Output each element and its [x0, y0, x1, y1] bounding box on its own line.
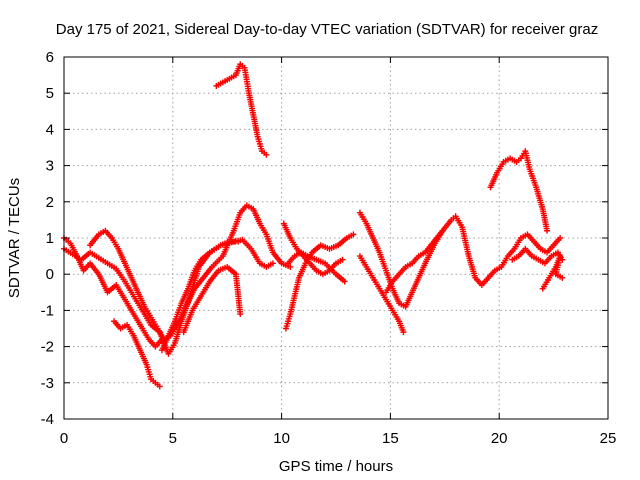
series-arc-6: [180, 263, 244, 336]
y-tick-label: -3: [41, 375, 54, 392]
y-tick-label: 6: [46, 49, 54, 66]
data-point: [557, 235, 564, 241]
y-tick-label: -4: [41, 411, 54, 428]
axis-ticks: 0 5 10 15 20 25 -4 -3 -2 -1 0 1 2 3 4 5 6: [41, 49, 617, 447]
data-point: [341, 278, 348, 285]
data-points: [61, 61, 566, 390]
x-tick-label: 5: [169, 430, 177, 447]
y-tick-label: 1: [46, 230, 54, 247]
data-point: [544, 227, 551, 234]
series-arc-7: [213, 61, 270, 158]
chart-title: Day 175 of 2021, Sidereal Day-to-day VTE…: [56, 21, 598, 38]
data-point: [287, 263, 294, 270]
data-point: [263, 151, 270, 158]
x-tick-label: 0: [60, 430, 68, 447]
series-arc-16: [539, 253, 566, 292]
y-tick-label: 5: [46, 85, 54, 102]
y-tick-label: 3: [46, 158, 54, 175]
series-arc-12: [356, 253, 407, 336]
series-arc-13: [383, 227, 446, 296]
series-arc-15: [509, 245, 566, 267]
y-tick-label: -1: [41, 302, 54, 319]
data-point: [559, 274, 566, 281]
series-arc-4: [111, 318, 163, 390]
data-point: [269, 260, 276, 267]
x-axis-label: GPS time / hours: [279, 458, 393, 475]
y-tick-label: -2: [41, 339, 54, 356]
x-tick-label: 25: [600, 430, 617, 447]
data-point: [156, 383, 163, 390]
y-tick-label: 2: [46, 194, 54, 211]
x-tick-label: 15: [382, 430, 399, 447]
data-point: [235, 238, 242, 245]
y-tick-label: 0: [46, 266, 54, 283]
series-arc-14: [487, 148, 551, 234]
data-point: [439, 227, 446, 234]
y-tick-label: 4: [46, 121, 54, 138]
x-tick-label: 10: [273, 430, 290, 447]
data-point: [339, 256, 346, 263]
series-arc-3: [87, 202, 294, 343]
data-point: [400, 329, 407, 336]
y-axis-label: SDTVAR / TECUs: [6, 178, 23, 298]
data-point: [350, 231, 357, 238]
x-tick-label: 20: [491, 430, 508, 447]
series-arc-2: [61, 245, 168, 346]
series-arc-5: [158, 238, 242, 354]
data-point: [237, 311, 244, 318]
series-arc-11: [356, 209, 564, 310]
series-arc-10: [285, 249, 348, 285]
